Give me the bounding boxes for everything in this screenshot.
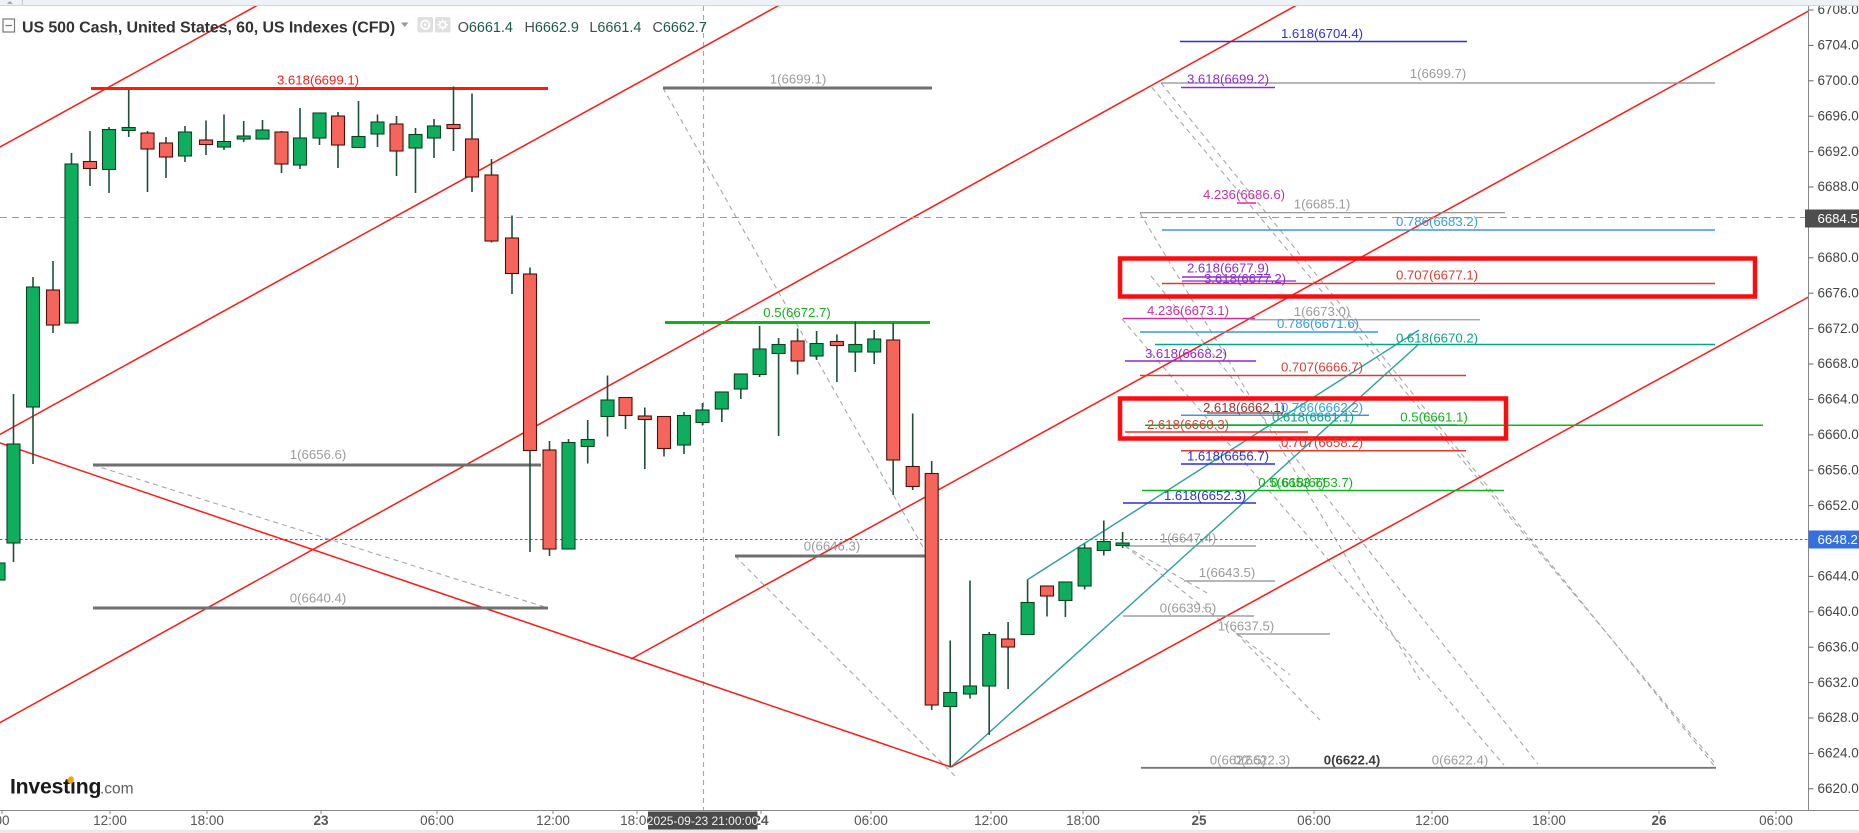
svg-text:6628.0: 6628.0 bbox=[1818, 710, 1859, 725]
svg-text:0.5(6661.1): 0.5(6661.1) bbox=[1400, 410, 1467, 425]
svg-text:6696.0: 6696.0 bbox=[1818, 108, 1859, 123]
svg-text:0.707(6658.2): 0.707(6658.2) bbox=[1281, 435, 1363, 450]
svg-text:25: 25 bbox=[1191, 813, 1207, 828]
svg-text:3.618(6677.2): 3.618(6677.2) bbox=[1204, 271, 1286, 286]
svg-text:6672.0: 6672.0 bbox=[1818, 321, 1859, 336]
svg-text:6660.0: 6660.0 bbox=[1818, 427, 1859, 442]
svg-text:0.618(6661.1): 0.618(6661.1) bbox=[1272, 410, 1354, 425]
svg-text:1(6699.1): 1(6699.1) bbox=[770, 72, 826, 87]
svg-text:0(6622.3): 0(6622.3) bbox=[1234, 753, 1290, 768]
svg-text:6688.0: 6688.0 bbox=[1818, 179, 1859, 194]
svg-text:4.236(6686.6): 4.236(6686.6) bbox=[1203, 187, 1285, 202]
svg-text:6644.0: 6644.0 bbox=[1818, 569, 1859, 584]
svg-text:26: 26 bbox=[1651, 813, 1667, 828]
svg-text:06:00: 06:00 bbox=[420, 813, 454, 828]
svg-text:18:00: 18:00 bbox=[1066, 813, 1100, 828]
svg-text:0(6622.4): 0(6622.4) bbox=[1324, 753, 1380, 768]
svg-text:1(6673.0): 1(6673.0) bbox=[1294, 304, 1350, 319]
svg-text:US 500 Cash, United States, 60: US 500 Cash, United States, 60, US Index… bbox=[22, 19, 395, 36]
svg-text:23: 23 bbox=[313, 813, 329, 828]
svg-text:0.5(6672.7): 0.5(6672.7) bbox=[763, 305, 830, 320]
svg-text:Investıng: Investıng bbox=[10, 776, 101, 799]
svg-text:0(6622.4): 0(6622.4) bbox=[1432, 753, 1488, 768]
svg-text:.com: .com bbox=[100, 781, 134, 798]
svg-text:1(6643.5): 1(6643.5) bbox=[1199, 565, 1255, 580]
svg-text:6636.0: 6636.0 bbox=[1818, 639, 1859, 654]
svg-text:12:00: 12:00 bbox=[974, 813, 1008, 828]
svg-text:1(6656.6): 1(6656.6) bbox=[290, 447, 346, 462]
svg-text:6668.0: 6668.0 bbox=[1818, 356, 1859, 371]
svg-text:3.618(6699.2): 3.618(6699.2) bbox=[1187, 72, 1269, 87]
svg-text:1(6685.1): 1(6685.1) bbox=[1294, 197, 1350, 212]
svg-text:3.618(6699.1): 3.618(6699.1) bbox=[277, 73, 359, 88]
svg-text:6620.0: 6620.0 bbox=[1818, 781, 1859, 796]
svg-text:0.5(6653.7): 0.5(6653.7) bbox=[1258, 475, 1325, 490]
svg-text:3.618(6668.2): 3.618(6668.2) bbox=[1145, 346, 1227, 361]
svg-text:1.618(6704.4): 1.618(6704.4) bbox=[1281, 26, 1363, 41]
svg-text:6664.0: 6664.0 bbox=[1818, 392, 1859, 407]
svg-text:18:00: 18:00 bbox=[620, 813, 654, 828]
svg-text:6648.2: 6648.2 bbox=[1818, 532, 1858, 547]
svg-text:0(6646.3): 0(6646.3) bbox=[804, 539, 860, 554]
svg-text:6652.0: 6652.0 bbox=[1818, 498, 1859, 513]
svg-text:0.707(6677.1): 0.707(6677.1) bbox=[1396, 268, 1478, 283]
svg-text:6692.0: 6692.0 bbox=[1818, 144, 1859, 159]
svg-text:0.786(6662.2): 0.786(6662.2) bbox=[1281, 400, 1363, 415]
svg-text:06:00: 06:00 bbox=[1297, 813, 1331, 828]
svg-text:1(6699.7): 1(6699.7) bbox=[1410, 66, 1466, 81]
svg-text:1.618(6652.3): 1.618(6652.3) bbox=[1164, 488, 1246, 503]
svg-text:12:00: 12:00 bbox=[93, 813, 127, 828]
svg-text:18:00: 18:00 bbox=[1532, 813, 1566, 828]
svg-text:06:00: 06:00 bbox=[1759, 813, 1793, 828]
svg-text:0.618(6670.2): 0.618(6670.2) bbox=[1396, 331, 1478, 346]
svg-text:L6661.4: L6661.4 bbox=[589, 20, 641, 36]
svg-text:6684.5: 6684.5 bbox=[1818, 211, 1858, 226]
svg-text:6676.0: 6676.0 bbox=[1818, 285, 1859, 300]
svg-text:1(6637.5): 1(6637.5) bbox=[1218, 619, 1274, 634]
svg-text:0(6639.5): 0(6639.5) bbox=[1160, 601, 1216, 616]
svg-text:6656.0: 6656.0 bbox=[1818, 462, 1859, 477]
svg-text:6680.0: 6680.0 bbox=[1818, 250, 1859, 265]
svg-text:4.236(6673.1): 4.236(6673.1) bbox=[1147, 303, 1229, 318]
svg-text:0.618(6653.7): 0.618(6653.7) bbox=[1271, 475, 1353, 490]
svg-text:2.618(6660.3): 2.618(6660.3) bbox=[1147, 417, 1229, 432]
svg-text:2025-09-23 21:00:00: 2025-09-23 21:00:00 bbox=[647, 814, 759, 828]
svg-text:12:00: 12:00 bbox=[1415, 813, 1449, 828]
svg-text:6624.0: 6624.0 bbox=[1818, 746, 1859, 761]
svg-text:0(6622.5): 0(6622.5) bbox=[1210, 753, 1266, 768]
svg-text:2.618(6662.1): 2.618(6662.1) bbox=[1203, 400, 1285, 415]
svg-text:O6661.4: O6661.4 bbox=[458, 20, 513, 36]
svg-text:2.618(6677.9): 2.618(6677.9) bbox=[1187, 261, 1269, 276]
svg-text:6700.0: 6700.0 bbox=[1818, 73, 1859, 88]
svg-text:1.618(6656.7): 1.618(6656.7) bbox=[1187, 449, 1269, 464]
svg-text:06:00: 06:00 bbox=[854, 813, 888, 828]
svg-text:6704.0: 6704.0 bbox=[1818, 38, 1859, 53]
svg-text:0.786(6683.2): 0.786(6683.2) bbox=[1396, 214, 1478, 229]
svg-text:H6662.9: H6662.9 bbox=[525, 20, 579, 36]
svg-text:0.786(6671.6): 0.786(6671.6) bbox=[1277, 316, 1359, 331]
svg-text:6640.0: 6640.0 bbox=[1818, 604, 1859, 619]
svg-text:12:00: 12:00 bbox=[536, 813, 570, 828]
svg-text:18:00: 18:00 bbox=[190, 813, 224, 828]
svg-text:6632.0: 6632.0 bbox=[1818, 675, 1859, 690]
svg-text:C6662.7: C6662.7 bbox=[653, 20, 707, 36]
svg-text:0.707(6666.7): 0.707(6666.7) bbox=[1281, 360, 1363, 375]
svg-text:00: 00 bbox=[0, 813, 10, 828]
svg-text:1(6647.4): 1(6647.4) bbox=[1160, 531, 1216, 546]
svg-text:0(6640.4): 0(6640.4) bbox=[290, 591, 346, 606]
